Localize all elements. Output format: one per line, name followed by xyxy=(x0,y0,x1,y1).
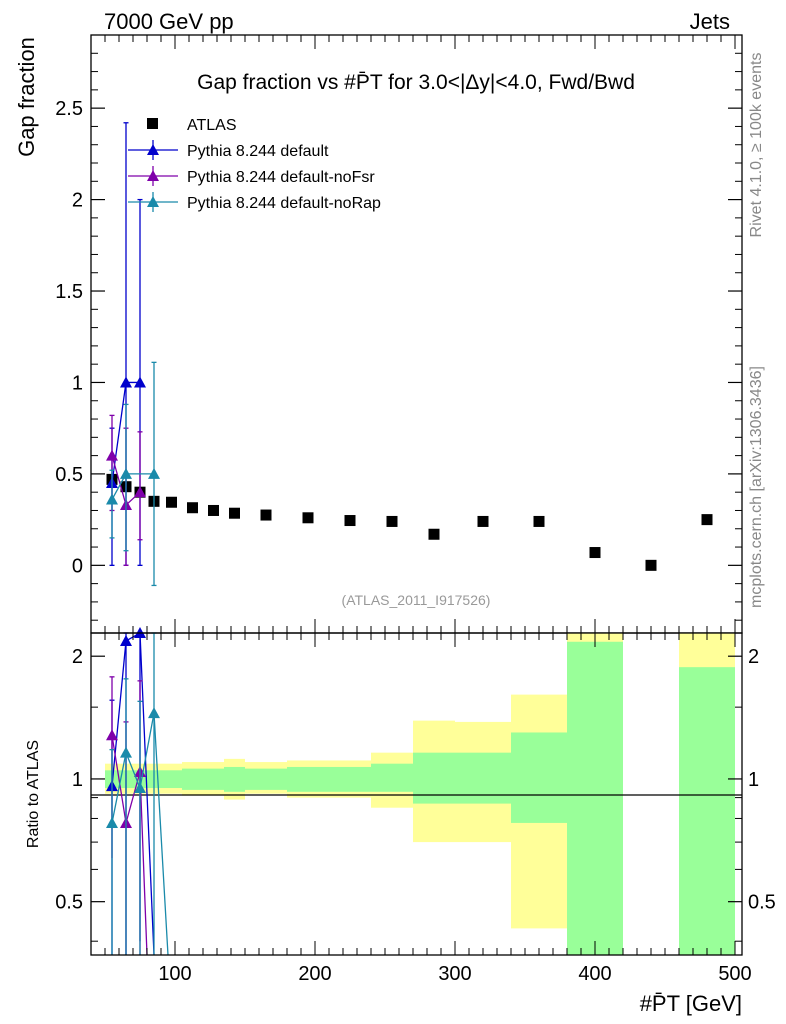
uncertainty-band-inner xyxy=(511,732,567,823)
main-ylabel: Gap fraction xyxy=(14,37,39,157)
ratio-ytick-label-right: 0.5 xyxy=(748,892,776,914)
uncertainty-band-inner xyxy=(224,766,245,792)
legend-marker xyxy=(147,196,159,207)
uncertainty-band-inner xyxy=(567,641,623,955)
ratio-panel: 0.5 0.5 1 1 2 2 100 200 300 400 500 xyxy=(55,627,776,985)
legend-marker xyxy=(147,170,159,181)
mc-data-point xyxy=(134,376,146,388)
atlas-data-point xyxy=(187,502,198,514)
uncertainty-band-inner xyxy=(203,768,224,790)
header-right: Jets xyxy=(690,9,730,34)
ratio-series xyxy=(106,627,169,956)
legend-marker xyxy=(147,144,159,155)
main-ytick-label: 1 xyxy=(72,372,83,394)
atlas-data-point xyxy=(260,509,272,521)
legend-marker-atlas xyxy=(147,118,158,129)
main-series xyxy=(106,122,713,587)
ratio-data-point xyxy=(120,634,132,646)
uncertainty-band-inner xyxy=(371,763,413,792)
ratio-data-point xyxy=(106,816,118,828)
legend-label: Pythia 8.244 default-noRap xyxy=(187,195,381,212)
ratio-ytick-label-right: 2 xyxy=(748,646,759,668)
mc-data-point xyxy=(120,467,132,479)
atlas-data-point xyxy=(645,559,657,571)
atlas-data-point xyxy=(386,515,398,527)
atlas-data-point xyxy=(428,528,440,540)
legend-label: ATLAS xyxy=(187,117,237,134)
uncertainty-band-inner xyxy=(455,752,511,804)
uncertainty-band-inner xyxy=(679,667,735,955)
main-ytick-label: 1.5 xyxy=(55,281,83,303)
legend-label: Pythia 8.244 default xyxy=(187,143,329,160)
header-left: 7000 GeV pp xyxy=(104,9,234,34)
x-axis: 100 200 300 400 500 xyxy=(104,633,752,985)
x-axis-title: #P̄T [GeV] xyxy=(640,991,742,1016)
atlas-data-point xyxy=(302,512,314,524)
legend-label: Pythia 8.244 default-noFsr xyxy=(187,169,375,186)
ratio-bands xyxy=(105,633,735,955)
ratio-frame xyxy=(90,632,743,956)
mc-data-point xyxy=(134,486,146,498)
atlas-data-point xyxy=(344,515,356,527)
ratio-data-point xyxy=(120,746,132,758)
xtick-label: 500 xyxy=(718,963,751,985)
uncertainty-band-inner xyxy=(329,766,371,792)
atlas-data-point xyxy=(229,507,240,519)
mc-data-point xyxy=(148,467,160,479)
main-title: Gap fraction vs #P̄T for 3.0<|Δy|<4.0, F… xyxy=(197,71,635,94)
atlas-data-point xyxy=(533,515,545,527)
ratio-series-line xyxy=(111,735,148,956)
ratio-data-point xyxy=(106,729,118,741)
watermark: (ATLAS_2011_I917526) xyxy=(342,592,491,608)
uncertainty-band-inner xyxy=(287,766,329,792)
uncertainty-band-inner xyxy=(182,768,203,790)
mc-data-point xyxy=(120,376,132,388)
atlas-data-point xyxy=(208,504,219,516)
main-ytick-label: 2.5 xyxy=(55,98,83,120)
ratio-ylabel: Ratio to ATLAS xyxy=(25,740,42,848)
atlas-data-point xyxy=(701,514,713,526)
xtick-label: 300 xyxy=(438,963,471,985)
mcplots-label: mcplots.cern.ch [arXiv:1306.3436] xyxy=(748,366,765,608)
atlas-data-point xyxy=(166,496,177,508)
ratio-data-point xyxy=(148,707,160,719)
uncertainty-band-inner xyxy=(245,768,287,790)
ratio-ytick-label-right: 1 xyxy=(748,769,759,791)
main-ytick-label: 0.5 xyxy=(55,464,83,486)
xtick-label: 400 xyxy=(578,963,611,985)
atlas-data-point xyxy=(477,515,489,527)
mc-data-point xyxy=(106,493,118,505)
legend: ATLAS Pythia 8.244 default Pythia 8.244 de… xyxy=(128,117,381,212)
ratio-ytick-label: 2 xyxy=(72,646,83,668)
main-panel: Gap fraction vs #P̄T for 3.0<|Δy|<4.0, F… xyxy=(55,34,743,634)
main-ytick-label: 0 xyxy=(72,555,83,577)
ratio-y-axis: 0.5 0.5 1 1 2 2 xyxy=(55,646,776,942)
xtick-label: 200 xyxy=(298,963,331,985)
main-ytick-label: 2 xyxy=(72,190,83,212)
atlas-data-point xyxy=(589,547,601,559)
mc-data-point xyxy=(106,449,118,461)
ratio-ytick-label: 0.5 xyxy=(55,892,83,914)
uncertainty-band-inner xyxy=(413,752,455,804)
xtick-label: 100 xyxy=(158,963,191,985)
main-y-axis: 0 0.5 1 1.5 2 2.5 xyxy=(55,35,742,633)
uncertainty-band-inner xyxy=(161,770,182,789)
rivet-label: Rivet 4.1.0, ≥ 100k events xyxy=(748,53,765,238)
ratio-data-point xyxy=(134,782,146,794)
ratio-ytick-label: 1 xyxy=(72,769,83,791)
